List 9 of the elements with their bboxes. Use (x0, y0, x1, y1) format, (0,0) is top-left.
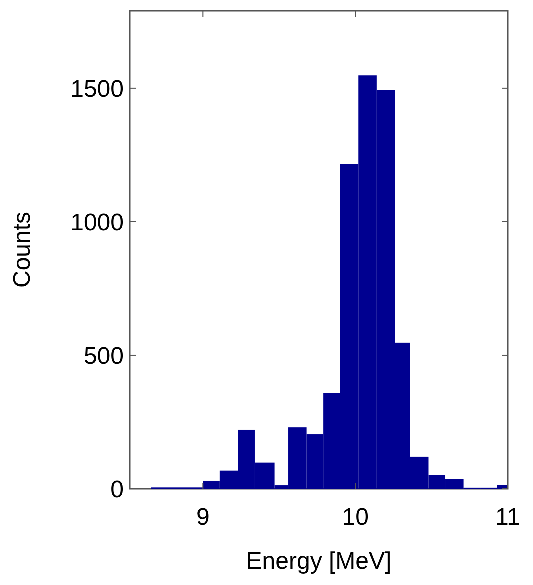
x-tick-label: 10 (342, 504, 369, 531)
y-tick-label: 1000 (70, 209, 124, 236)
x-tick-label: 9 (196, 504, 210, 531)
y-tick-label: 1500 (70, 76, 124, 103)
y-tick-label: 0 (110, 476, 124, 504)
x-axis-title: Energy [MeV] (246, 548, 392, 575)
y-tick-label: 500 (84, 342, 124, 370)
y-axis-title: Counts (9, 212, 36, 288)
x-tick-label: 11 (496, 504, 520, 531)
